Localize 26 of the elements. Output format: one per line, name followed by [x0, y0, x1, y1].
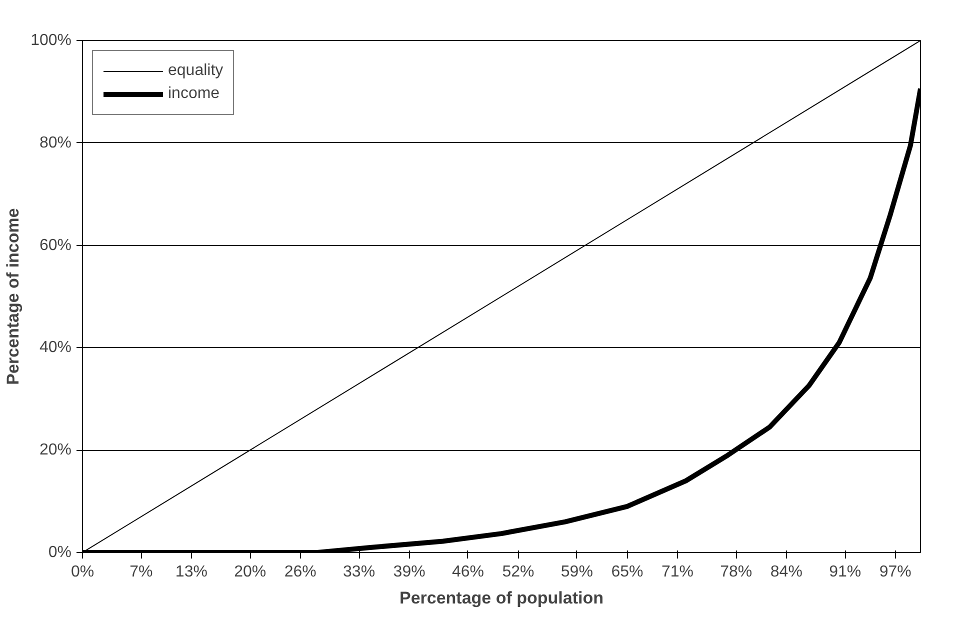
y-tick-label: 80% — [39, 134, 72, 152]
y-tick-label: 100% — [30, 32, 72, 49]
y-tick-label: 20% — [39, 442, 72, 459]
legend-label: income — [168, 85, 220, 103]
y-tick-label: 40% — [39, 339, 72, 356]
x-tick-label: 13% — [175, 564, 208, 580]
x-tick-label: 39% — [393, 564, 426, 580]
x-tick-label: 59% — [560, 564, 593, 580]
x-tick-label: 52% — [502, 564, 534, 580]
x-tick-label: 0% — [70, 564, 94, 580]
x-tick-label: 78% — [720, 564, 752, 580]
x-tick-label: 33% — [343, 564, 376, 580]
x-tick-label: 91% — [829, 564, 862, 580]
y-axis-title: Percentage of income — [4, 208, 23, 385]
legend-label: equality — [168, 62, 224, 80]
y-tick-label: 0% — [48, 544, 72, 561]
x-tick-label: 7% — [130, 564, 153, 580]
y-tick-label: 60% — [39, 236, 72, 254]
x-tick-label: 20% — [234, 564, 266, 580]
x-tick-label: 71% — [661, 564, 694, 580]
x-tick-label: 65% — [611, 564, 644, 580]
x-axis-title: Percentage of population — [399, 588, 604, 608]
x-tick-label: 84% — [770, 564, 802, 580]
x-tick-label: 26% — [284, 564, 316, 580]
x-tick-label: 46% — [452, 564, 484, 580]
x-tick-label: 97% — [879, 564, 912, 580]
